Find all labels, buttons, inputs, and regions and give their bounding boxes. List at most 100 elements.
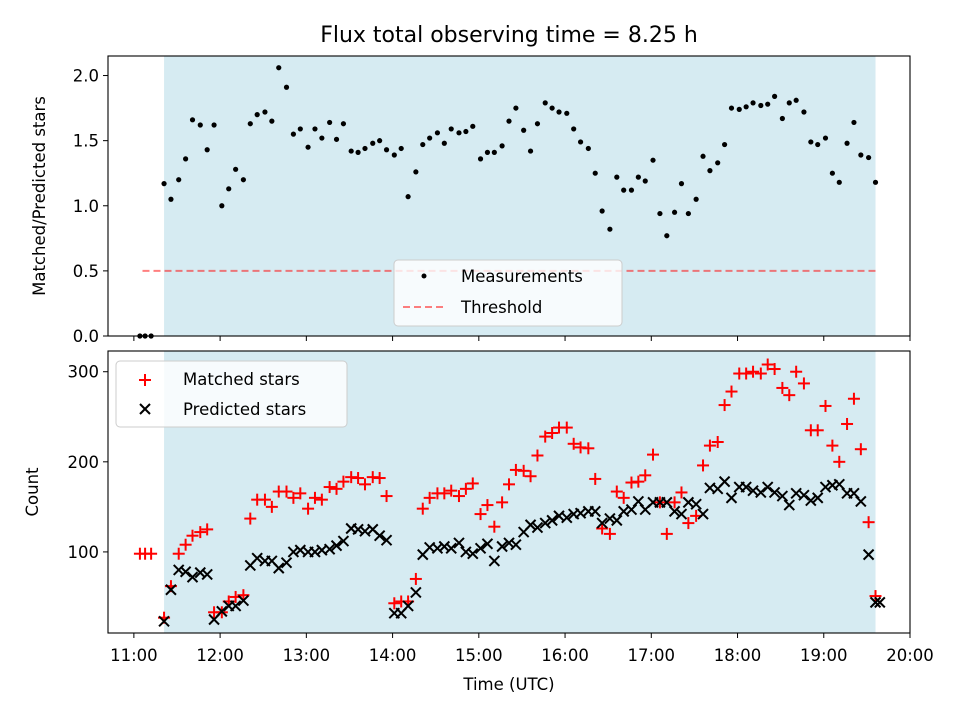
measurement-point: [211, 122, 217, 128]
bottom-y-tick-label: 100: [68, 543, 100, 562]
measurement-point: [176, 177, 182, 183]
legend-measurements-label: Measurements: [461, 267, 583, 286]
x-tick-label: 19:00: [800, 646, 848, 665]
predicted-star-point: [675, 508, 688, 520]
measurement-point: [383, 147, 390, 153]
predicted-star-point: [869, 596, 882, 609]
top-y-axis-label: Matched/Predicted stars: [30, 96, 49, 296]
predicted-star-point: [862, 548, 875, 561]
predicted-star-point: [323, 543, 336, 555]
predicted-star-point: [524, 519, 537, 531]
top-legend-frame: [393, 259, 623, 327]
predicted-star-point: [330, 539, 343, 552]
predicted-star-point: [812, 492, 824, 504]
predicted-star-point: [596, 517, 608, 529]
measurement-point: [161, 181, 167, 187]
matched-star-point: [302, 502, 315, 515]
measurement-point: [434, 130, 441, 136]
measurement-point: [534, 121, 541, 127]
matched-star-point: [145, 547, 158, 560]
predicted-star-point: [488, 555, 501, 567]
matched-star-point: [186, 529, 199, 542]
predicted-star-point: [158, 615, 170, 627]
measurement-point: [269, 118, 275, 124]
predicted-star-point: [165, 584, 177, 596]
predicted-star-point: [173, 564, 185, 576]
x-tick-label: 16:00: [541, 646, 589, 665]
measurement-point: [866, 154, 872, 161]
matched-star-point: [768, 363, 781, 376]
matched-star-point: [725, 385, 738, 398]
matched-star-point: [826, 439, 839, 452]
matched-star-point: [819, 399, 832, 412]
matched-star-point: [280, 485, 293, 498]
predicted-star-point: [229, 600, 242, 612]
top-y-tick-label: 0.5: [73, 262, 99, 281]
top-legend: Measurements Threshold: [393, 259, 623, 327]
predicted-star-point: [762, 481, 774, 493]
measurement-point: [822, 135, 829, 141]
matched-star-point: [517, 464, 530, 477]
measurement-point: [829, 170, 835, 176]
measurement-point: [671, 209, 678, 215]
x-tick-label: 17:00: [628, 646, 676, 665]
measurement-point: [779, 115, 785, 122]
predicted-star-point: [755, 486, 767, 499]
matched-star-point: [841, 417, 854, 430]
x-tick-label: 15:00: [455, 646, 503, 665]
bottom-axes-frame: [107, 350, 911, 634]
predicted-star-point: [287, 546, 300, 558]
measurement-point: [851, 119, 857, 126]
measurement-point: [420, 141, 426, 148]
predicted-star-point: [216, 605, 228, 618]
measurement-point: [844, 140, 850, 146]
measurement-point: [772, 93, 778, 99]
measurement-point: [219, 203, 225, 209]
measurement-point: [599, 208, 605, 214]
bottom-panel: 100 200 300 11:00 12:00 13:00 14:00 15:00 16:00…: [23, 350, 934, 694]
matched-star-point: [416, 502, 429, 515]
top-y-tick-label: 1.0: [73, 197, 99, 216]
measurement-point: [183, 156, 189, 162]
measurement-point: [621, 187, 627, 193]
matched-star-point: [330, 482, 343, 495]
measurement-point: [477, 156, 484, 162]
matched-star-point: [315, 493, 328, 506]
measurement-point: [642, 178, 648, 184]
matched-star-point: [179, 538, 192, 551]
matched-star-point: [466, 477, 479, 490]
measurement-point: [815, 141, 821, 148]
bottom-legend: Matched stars Predicted stars: [115, 360, 348, 428]
measurement-point: [728, 105, 735, 111]
matched-star-point: [754, 367, 767, 380]
top-y-tick-label: 0.0: [73, 327, 99, 346]
measurement-point: [521, 127, 527, 133]
measurement-point: [499, 143, 505, 149]
matched-star-point: [201, 523, 214, 536]
matched-star-point: [847, 392, 860, 405]
measurement-point: [793, 97, 799, 103]
matched-star-point: [560, 421, 573, 434]
matched-star-point: [632, 475, 645, 488]
measurement-point: [340, 121, 347, 127]
measurement-point: [456, 130, 462, 136]
matched-star-point: [380, 490, 393, 503]
predicted-star-point: [201, 568, 213, 581]
matched-star-point: [388, 597, 401, 610]
measurement-point: [585, 145, 591, 152]
predicted-star-point: [179, 566, 192, 578]
predicted-star-point: [460, 546, 472, 558]
predicted-star-point: [718, 475, 731, 488]
measurement-point: [765, 101, 771, 107]
x-tick-label: 13:00: [283, 646, 331, 665]
x-tick-label: 12:00: [196, 646, 244, 665]
matched-star-point: [481, 499, 494, 512]
measurement-point: [693, 196, 699, 202]
measurement-point: [427, 135, 433, 141]
matched-star-point: [524, 470, 537, 483]
top-panel: 0.00.51.01.52.0 Matched/Predicted stars …: [30, 55, 911, 346]
predicted-star-point: [467, 548, 479, 560]
predicted-star-point: [604, 512, 616, 525]
measurement-point: [470, 123, 476, 129]
matched-star-point: [711, 435, 724, 448]
